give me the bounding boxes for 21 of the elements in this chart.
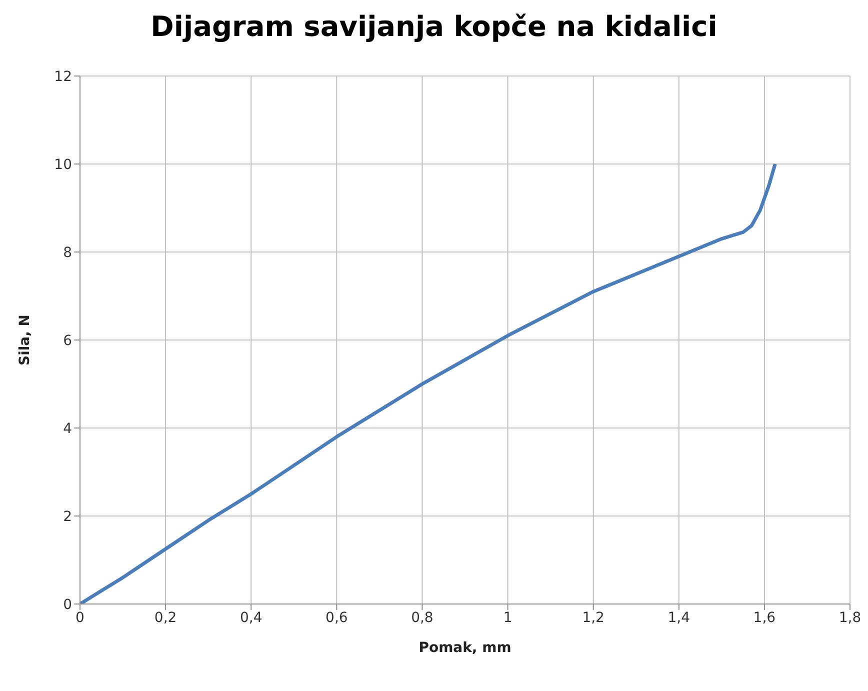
x-tick-label: 1,6	[753, 610, 776, 626]
x-tick-label: 0,8	[411, 610, 434, 626]
y-tick-label: 8	[63, 244, 72, 261]
x-tick-label: 0,6	[326, 610, 348, 626]
x-tick-label: 1,4	[668, 610, 690, 626]
x-tick-label: 1,8	[838, 610, 862, 626]
chart-title: Dijagram savijanja kopče na kidalici	[150, 10, 718, 45]
y-tick-label: 10	[54, 156, 72, 173]
y-tick-label: 2	[63, 508, 72, 525]
y-axis-title: Sila, N	[16, 314, 33, 366]
x-tick-label: 1,2	[582, 610, 604, 626]
x-axis-title: Pomak, mm	[418, 640, 512, 656]
x-tick-label: 0,2	[154, 610, 177, 626]
line-series	[80, 162, 777, 604]
y-tick-label: 12	[54, 68, 72, 85]
x-tick-label: 0,4	[240, 610, 262, 626]
x-tick-label: 1	[503, 610, 512, 626]
y-tick-label: 6	[63, 332, 72, 349]
x-tick-label: 0	[76, 610, 84, 626]
y-tick-label: 4	[63, 420, 72, 437]
y-tick-label: 0	[63, 596, 72, 613]
